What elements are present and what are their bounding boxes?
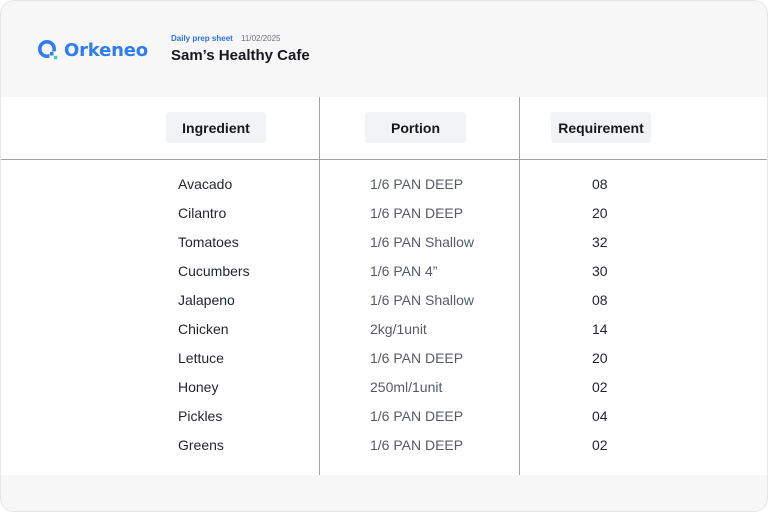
sheet-label: Daily prep sheet — [171, 34, 233, 43]
column-header-portion: Portion — [365, 112, 466, 143]
table-row: Honey 250ml/1unit 02 — [1, 373, 767, 402]
ingredient-cell: Cucumbers — [178, 263, 250, 279]
portion-cell: 1/6 PAN Shallow — [370, 234, 475, 250]
table-row: Tomatoes 1/6 PAN Shallow 32 — [1, 228, 767, 257]
sheet-date: 11/02/2025 — [241, 34, 281, 43]
portion-cell: 1/6 PAN DEEP — [370, 350, 464, 366]
requirement-cell: 30 — [592, 263, 608, 279]
ingredient-cell: Tomatoes — [178, 234, 239, 250]
table-row: Pickles 1/6 PAN DEEP 04 — [1, 402, 767, 431]
portion-cell: 1/6 PAN DEEP — [370, 408, 464, 424]
table-row: Lettuce 1/6 PAN DEEP 20 — [1, 344, 767, 373]
column-header-ingredient: Ingredient — [166, 112, 266, 143]
portion-cell: 1/6 PAN DEEP — [370, 437, 464, 453]
ingredient-cell: Lettuce — [178, 350, 224, 366]
ingredient-cell: Avacado — [178, 176, 233, 192]
brand-name: Orkeneo — [64, 39, 148, 61]
portion-cell: 2kg/1unit — [370, 321, 427, 337]
portion-cell: 1/6 PAN DEEP — [370, 176, 464, 192]
table-row: Cilantro 1/6 PAN DEEP 20 — [1, 199, 767, 228]
requirement-cell: 20 — [592, 350, 608, 366]
requirement-cell: 32 — [592, 234, 608, 250]
ingredient-cell: Greens — [178, 437, 224, 453]
ingredient-cell: Cilantro — [178, 205, 227, 221]
column-header-requirement: Requirement — [551, 112, 651, 143]
requirement-cell: 08 — [592, 176, 608, 192]
prep-table: Ingredient Portion Requirement Avacado 1/… — [1, 97, 767, 475]
footer-bar — [1, 475, 767, 511]
table-row: Chicken 2kg/1unit 14 — [1, 315, 767, 344]
orkeneo-logo-icon — [38, 40, 58, 60]
table-body: Avacado 1/6 PAN DEEP 08 Cilantro 1/6 PAN DEE… — [1, 170, 767, 460]
brand-logo: Orkeneo — [37, 38, 148, 62]
requirement-cell: 14 — [592, 321, 608, 337]
requirement-cell: 04 — [592, 408, 608, 424]
table-row: Cucumbers 1/6 PAN 4” 30 — [1, 257, 767, 286]
portion-cell: 1/6 PAN DEEP — [370, 205, 464, 221]
requirement-cell: 02 — [592, 379, 608, 395]
table-row: Greens 1/6 PAN DEEP 02 — [1, 431, 767, 460]
ingredient-cell: Chicken — [178, 321, 229, 337]
restaurant-name: Sam’s Healthy Cafe — [171, 47, 310, 64]
table-row: Jalapeno 1/6 PAN Shallow 08 — [1, 286, 767, 315]
ingredient-cell: Pickles — [178, 408, 223, 424]
requirement-cell: 08 — [592, 292, 608, 308]
ingredient-cell: Jalapeno — [178, 292, 235, 308]
column-divider — [319, 97, 320, 475]
header-divider — [1, 159, 767, 160]
requirement-cell: 02 — [592, 437, 608, 453]
sheet-meta: Daily prep sheet 11/02/2025 — [171, 34, 281, 43]
portion-cell: 1/6 PAN Shallow — [370, 292, 475, 308]
portion-cell: 1/6 PAN 4” — [370, 263, 438, 279]
ingredient-cell: Honey — [178, 379, 219, 395]
portion-cell: 250ml/1unit — [370, 379, 443, 395]
requirement-cell: 20 — [592, 205, 608, 221]
table-row: Avacado 1/6 PAN DEEP 08 — [1, 170, 767, 199]
column-divider — [519, 97, 520, 475]
